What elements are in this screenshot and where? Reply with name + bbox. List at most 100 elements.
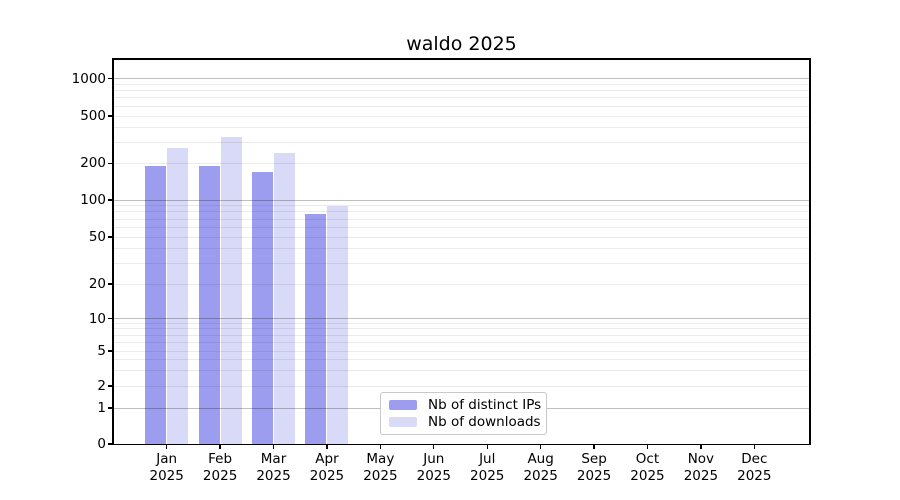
x-tick-label-aug: Aug 2025 [509, 451, 573, 484]
y-tick [108, 283, 113, 285]
x-tick [379, 444, 382, 449]
x-tick [433, 444, 435, 449]
x-tick [219, 444, 221, 449]
gridline-major [114, 78, 809, 79]
axis-spine-bottom [112, 443, 811, 445]
gridline-minor [114, 262, 809, 264]
y-tick-label: 20 [88, 276, 106, 292]
x-tick-label-jul: Jul 2025 [455, 451, 519, 484]
gridline-minor [114, 162, 809, 164]
chart-title: waldo 2025 [406, 33, 517, 55]
gridline-major [114, 199, 809, 201]
axis-spine-top [112, 58, 811, 60]
x-tick-year: 2025 [737, 467, 772, 484]
x-tick-year: 2025 [470, 467, 505, 484]
gridline-minor [114, 341, 809, 343]
x-tick-month: Aug [527, 451, 554, 467]
y-tick [108, 236, 113, 238]
gridline-minor [114, 205, 809, 207]
bar-distinct-ips-feb [198, 166, 220, 444]
y-tick-label: 50 [88, 229, 106, 245]
gridline-minor [114, 218, 809, 220]
gridline-minor [114, 334, 809, 336]
gridline-minor [114, 83, 809, 85]
gridline-minor [114, 115, 809, 117]
legend-item-downloads: Nb of downloads [389, 414, 541, 431]
bar-downloads-jan [167, 147, 189, 444]
x-tick-label-apr: Apr 2025 [295, 451, 359, 484]
x-tick-month: Mar [260, 451, 287, 467]
legend-swatch-distinct-ips [389, 399, 417, 410]
x-tick-month: Jun [423, 451, 445, 467]
x-tick-month: Nov [687, 451, 715, 467]
gridline-minor [114, 97, 809, 99]
x-tick-year: 2025 [523, 467, 558, 484]
axis-spine-right [809, 58, 811, 445]
bar-distinct-ips-apr [305, 213, 327, 444]
y-tick [108, 407, 113, 409]
x-tick-label-oct: Oct 2025 [615, 451, 679, 484]
x-tick-label-may: May 2025 [348, 451, 412, 484]
gridline-minor [114, 141, 809, 143]
gridline-minor [114, 328, 809, 330]
gridline-minor [114, 247, 809, 249]
bar-downloads-feb [220, 136, 242, 444]
gridline-minor [114, 236, 809, 238]
gridline-minor [114, 283, 809, 285]
legend-swatch-downloads [389, 417, 417, 428]
bar-downloads-apr [327, 205, 349, 444]
gridline-minor [114, 370, 809, 371]
x-tick [753, 444, 755, 449]
legend-label-distinct-ips: Nb of distinct IPs [428, 396, 542, 413]
y-tick-label: 5 [97, 343, 106, 359]
y-tick [108, 443, 113, 445]
legend: Nb of distinct IPs Nb of downloads [380, 392, 547, 435]
x-tick [486, 444, 488, 449]
x-tick [539, 444, 542, 449]
x-tick-month: Jan [156, 451, 178, 467]
gridline-minor [114, 127, 809, 129]
x-tick-month: Apr [315, 451, 339, 467]
legend-item-distinct-ips: Nb of distinct IPs [389, 396, 542, 413]
gridline-minor [114, 105, 809, 107]
gridline-minor [114, 350, 809, 352]
y-tick-label: 2 [97, 378, 106, 394]
x-tick-month: Feb [208, 451, 233, 467]
legend-label-downloads: Nb of downloads [428, 414, 541, 431]
y-tick-label: 500 [80, 108, 106, 124]
bar-distinct-ips-jan [145, 166, 167, 444]
x-tick-year: 2025 [576, 467, 612, 484]
y-tick [108, 77, 113, 80]
x-tick-year: 2025 [309, 467, 345, 484]
y-tick-label: 200 [80, 155, 106, 172]
y-tick [108, 350, 113, 352]
x-tick-year: 2025 [630, 467, 665, 484]
x-tick-year: 2025 [256, 467, 291, 484]
x-tick [272, 444, 275, 449]
gridline-major [114, 318, 809, 319]
x-tick-month: Dec [741, 451, 768, 467]
x-tick-year: 2025 [416, 467, 451, 484]
x-tick-year: 2025 [149, 467, 184, 484]
x-tick-label-feb: Feb 2025 [188, 451, 252, 484]
y-tick [108, 115, 113, 117]
y-tick [108, 162, 113, 164]
x-tick-month: Jul [479, 451, 496, 467]
y-tick [108, 317, 113, 320]
gridline-minor [114, 211, 809, 213]
x-tick [593, 444, 595, 449]
x-tick-label-mar: Mar 2025 [242, 451, 306, 484]
y-tick-label: 1000 [71, 70, 106, 87]
bar-downloads-mar [274, 152, 296, 444]
bar-distinct-ips-mar [252, 171, 274, 444]
x-tick-month: Sep [581, 451, 607, 467]
gridline-minor [114, 322, 809, 324]
y-tick-label: 0 [97, 436, 106, 452]
x-tick-label-dec: Dec 2025 [722, 451, 786, 484]
y-tick [108, 199, 113, 201]
x-tick-label-nov: Nov 2025 [669, 451, 733, 484]
y-tick-label: 100 [80, 192, 106, 208]
x-tick-year: 2025 [202, 467, 238, 484]
x-tick [700, 444, 702, 449]
